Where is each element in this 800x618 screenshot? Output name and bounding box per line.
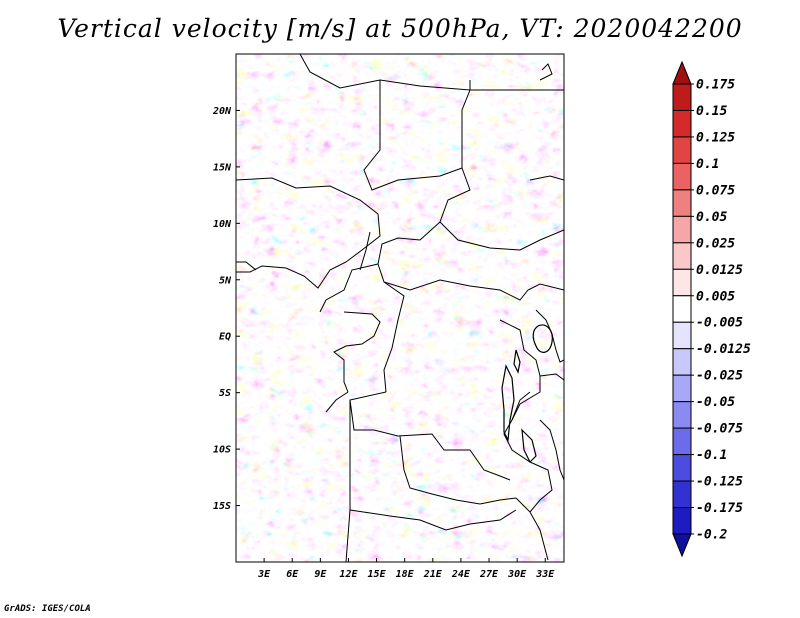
chart-title: Vertical velocity [m/s] at 500hPa, VT: 2… (57, 14, 743, 43)
lon-label: 27E (479, 569, 499, 580)
lat-label: 10S (213, 445, 231, 456)
colorbar-swatch (672, 454, 692, 482)
colorbar-label: -0.0125 (696, 342, 751, 357)
colorbar-label: -0.025 (696, 369, 743, 384)
colorbar-swatch (672, 374, 692, 403)
lon-label: 24E (451, 569, 471, 580)
colorbar-label: 0.075 (696, 183, 735, 198)
colorbar: 0.175 0.15 0.125 0.1 0.075 0.05 0.025 0.0125 0.0… (672, 60, 751, 558)
colorbar-label: 0.125 (696, 130, 735, 145)
colorbar-swatch (672, 427, 692, 456)
colorbar-swatch (672, 242, 692, 270)
colorbar-swatch (672, 136, 692, 164)
lakes-outlines (501, 324, 553, 464)
lon-label: 30E (507, 569, 527, 580)
colorbar-label: 0.025 (696, 236, 735, 251)
lat-label: 10N (213, 219, 232, 230)
colorbar-swatch (672, 268, 692, 297)
lat-label: 5N (219, 275, 232, 286)
colorbar-swatch (672, 83, 692, 111)
colorbar-label: -0.125 (696, 475, 743, 490)
colorbar-swatch (672, 109, 692, 138)
colorbar-label: 0.175 (696, 78, 735, 93)
colorbar-label: 0.0125 (696, 263, 743, 278)
lat-label: 15N (213, 162, 232, 173)
lon-label: 18E (396, 569, 415, 580)
latitude-axis: 20N 15N 10N 5N EQ 5S 10S 15S (212, 106, 240, 512)
longitude-axis: 3E 6E 9E 12E 15E 18E 21E 24E 27E 30E 33E (257, 558, 555, 580)
colorbar-swatch (672, 401, 692, 429)
lon-label: 3E (257, 569, 271, 580)
lon-label: 6E (286, 569, 299, 580)
colorbar-swatch (672, 162, 692, 191)
lat-label: 5S (219, 388, 231, 399)
country-borders (236, 54, 564, 562)
colorbar-swatch (672, 60, 692, 85)
colorbar-label: 0.1 (696, 157, 719, 172)
lon-label: 21E (423, 569, 443, 580)
colorbar-swatch (672, 533, 692, 558)
colorbar-label: -0.075 (696, 422, 743, 437)
lat-label: 20N (212, 106, 232, 117)
lon-label: 9E (314, 569, 327, 580)
colorbar-label: -0.2 (696, 528, 727, 543)
colorbar-swatch (672, 480, 692, 509)
colorbar-label: 0.15 (696, 104, 727, 119)
colorbar-swatch (672, 321, 692, 350)
lon-label: 12E (339, 569, 358, 580)
colorbar-swatch (672, 348, 692, 376)
lon-label: 33E (535, 569, 555, 580)
vertical-velocity-field (236, 54, 564, 562)
colorbar-label: -0.1 (696, 448, 727, 463)
colorbar-swatch (672, 295, 692, 323)
lat-label: EQ (219, 332, 231, 343)
colorbar-swatch (672, 189, 692, 217)
grads-credit: GrADS: IGES/COLA (4, 604, 91, 614)
colorbar-label: 0.005 (696, 289, 735, 304)
colorbar-swatch (672, 215, 692, 244)
lon-label: 15E (368, 569, 387, 580)
map-frame (235, 53, 565, 563)
colorbar-label: -0.175 (696, 501, 743, 516)
colorbar-label: -0.05 (696, 395, 735, 410)
colorbar-label: -0.005 (696, 316, 743, 331)
colorbar-swatch (672, 507, 692, 535)
lat-label: 15S (213, 501, 231, 512)
colorbar-label: 0.05 (696, 210, 727, 225)
